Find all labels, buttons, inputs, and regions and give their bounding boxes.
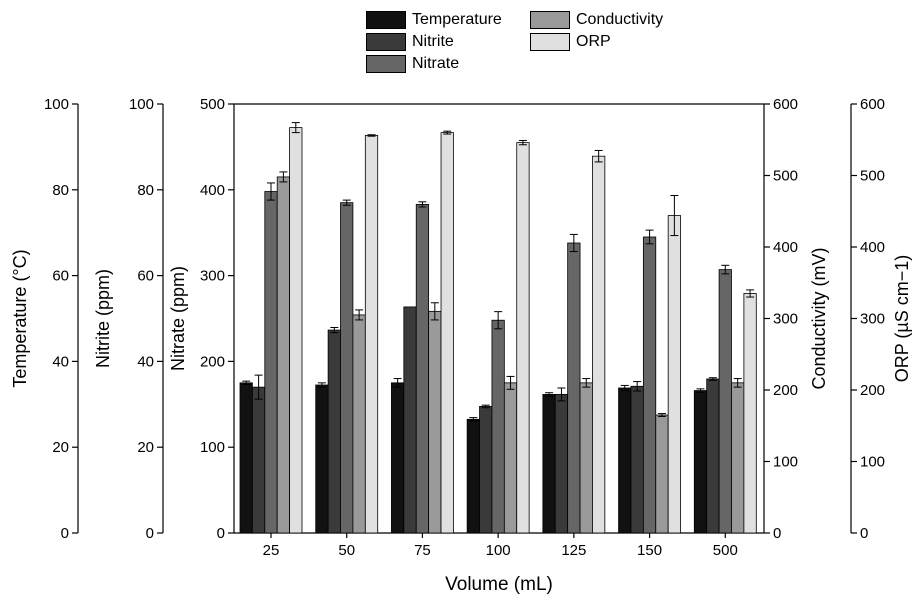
x-tick-label: 50 — [338, 542, 355, 559]
bar-temperature-75 — [391, 382, 405, 534]
bar-nitrite-125 — [554, 394, 569, 534]
bar-temperature-500 — [693, 390, 708, 534]
nitrate-tick-label: 300 — [200, 268, 225, 285]
conductivity-tick-label: 400 — [773, 239, 798, 256]
bar-nitrite-150 — [630, 385, 644, 534]
bar-temperature-25 — [239, 382, 253, 534]
orp-tick-label: 0 — [860, 525, 868, 542]
legend-label-orp: ORP — [576, 33, 611, 50]
nitrate-tick-label: 400 — [200, 182, 225, 199]
nitrite-tick-label: 80 — [137, 182, 154, 199]
x-tick-label: 500 — [713, 542, 738, 559]
bar-nitrate-125 — [567, 242, 581, 534]
bar-nitrite-500 — [706, 378, 720, 534]
orp-tick-label: 500 — [860, 168, 885, 185]
conductivity-tick-label: 200 — [773, 382, 798, 399]
legend-label-nitrite: Nitrite — [412, 33, 454, 50]
conductivity-axis-label: Conductivity (mV) — [809, 247, 829, 389]
legend-swatch-orp — [530, 33, 570, 51]
bar-nitrate-150 — [642, 236, 657, 534]
bar-nitrite-75 — [403, 306, 417, 534]
bar-temperature-50 — [315, 384, 329, 534]
x-tick-label: 75 — [414, 542, 431, 559]
legend-item-nitrite: Nitrite — [366, 32, 454, 52]
conductivity-tick-label: 300 — [773, 311, 798, 328]
bar-conductivity-100 — [503, 382, 518, 534]
bar-nitrite-25 — [251, 386, 266, 534]
orp-tick-label: 200 — [860, 382, 885, 399]
temperature-tick-label: 40 — [52, 353, 69, 370]
legend-item-orp: ORP — [530, 32, 611, 52]
nitrite-tick-label: 20 — [137, 439, 154, 456]
orp-axis-label: ORP (µS cm−1) — [892, 255, 912, 383]
orp-tick-label: 400 — [860, 239, 885, 256]
temperature-tick-label: 60 — [52, 268, 69, 285]
x-tick-label: 125 — [561, 542, 586, 559]
nitrite-axis-label: Nitrite (ppm) — [93, 269, 113, 368]
bar-orp-25 — [289, 127, 303, 534]
bar-conductivity-25 — [276, 176, 291, 534]
bar-orp-150 — [667, 215, 681, 534]
temperature-axis-label: Temperature (°C) — [10, 249, 30, 387]
bar-conductivity-50 — [352, 314, 366, 534]
bar-nitrite-100 — [479, 406, 493, 534]
conductivity-tick-label: 500 — [773, 168, 798, 185]
legend-label-conductivity: Conductivity — [576, 11, 664, 28]
bar-conductivity-75 — [428, 310, 442, 534]
x-tick-label: 150 — [637, 542, 662, 559]
nitrite-tick-label: 100 — [129, 96, 154, 113]
nitrate-axis-label: Nitrate (ppm) — [168, 266, 188, 371]
conductivity-tick-label: 600 — [773, 96, 798, 113]
orp-tick-label: 100 — [860, 454, 885, 471]
bar-orp-75 — [440, 132, 454, 534]
bar-temperature-100 — [466, 418, 480, 534]
bar-conductivity-500 — [731, 382, 745, 534]
bar-nitrate-50 — [340, 202, 354, 534]
bar-nitrate-25 — [264, 191, 278, 534]
bar-nitrate-75 — [415, 203, 430, 534]
legend-item-nitrate: Nitrate — [366, 54, 459, 74]
temperature-tick-label: 20 — [52, 439, 69, 456]
bar-orp-125 — [592, 155, 606, 534]
legend-item-temperature: Temperature — [366, 10, 502, 30]
nitrite-tick-label: 60 — [137, 268, 154, 285]
temperature-tick-label: 80 — [52, 182, 69, 199]
bar-nitrate-100 — [491, 319, 505, 534]
bar-conductivity-150 — [655, 414, 669, 534]
x-axis-label: Volume (mL) — [445, 574, 553, 595]
legend-item-conductivity: Conductivity — [530, 10, 663, 30]
nitrate-tick-label: 100 — [200, 439, 225, 456]
legend-label-temperature: Temperature — [412, 11, 502, 28]
nitrate-tick-label: 200 — [200, 353, 225, 370]
conductivity-tick-label: 0 — [773, 525, 781, 542]
nitrate-tick-label: 0 — [217, 525, 225, 542]
legend-swatch-nitrite — [366, 33, 406, 51]
nitrite-tick-label: 0 — [146, 525, 154, 542]
bar-orp-50 — [364, 135, 379, 534]
conductivity-tick-label: 100 — [773, 454, 798, 471]
legend-swatch-conductivity — [530, 11, 570, 29]
bar-nitrite-50 — [327, 329, 341, 534]
legend-swatch-temperature — [366, 11, 406, 29]
temperature-tick-label: 100 — [44, 96, 69, 113]
x-tick-label: 25 — [263, 542, 280, 559]
legend-swatch-nitrate — [366, 55, 406, 73]
bar-orp-100 — [516, 142, 530, 534]
bar-temperature-150 — [618, 387, 632, 534]
bar-orp-500 — [743, 293, 757, 534]
x-tick-label: 100 — [486, 542, 511, 559]
nitrate-tick-label: 500 — [200, 96, 225, 113]
temperature-tick-label: 0 — [61, 525, 69, 542]
bar-temperature-125 — [542, 394, 556, 534]
nitrite-tick-label: 40 — [137, 353, 154, 370]
legend: Temperature Nitrite Nitrate Conductivity… — [360, 8, 720, 78]
legend-label-nitrate: Nitrate — [412, 55, 460, 72]
orp-tick-label: 600 — [860, 96, 885, 113]
bar-conductivity-125 — [579, 382, 593, 534]
orp-tick-label: 300 — [860, 311, 885, 328]
bar-nitrate-500 — [718, 269, 732, 534]
